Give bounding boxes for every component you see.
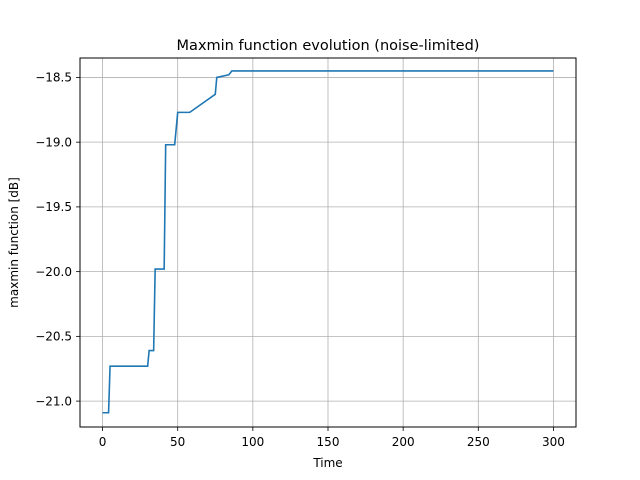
y-tick-label: −20.0 bbox=[35, 265, 72, 279]
x-tick-label: 50 bbox=[170, 435, 185, 449]
y-tick-label: −18.5 bbox=[35, 71, 72, 85]
x-tick-label: 150 bbox=[317, 435, 340, 449]
y-tick-label: −20.5 bbox=[35, 330, 72, 344]
x-tick-label: 300 bbox=[542, 435, 565, 449]
y-tick-label: −19.0 bbox=[35, 135, 72, 149]
y-tick-label: −19.5 bbox=[35, 200, 72, 214]
chart-title: Maxmin function evolution (noise-limited… bbox=[177, 38, 480, 54]
grid bbox=[80, 58, 576, 427]
series-layer bbox=[102, 70, 554, 414]
x-tick-label: 100 bbox=[241, 435, 264, 449]
x-axis-label: Time bbox=[312, 456, 342, 470]
y-tick-label: −21.0 bbox=[35, 394, 72, 408]
y-axis-label: maxmin function [dB] bbox=[7, 177, 21, 308]
series-line bbox=[102, 70, 554, 414]
x-tick-label: 200 bbox=[392, 435, 415, 449]
ticks: 0 50 100 150 200 250 300 −21.0 −20.5 −20.0 −19.5 −1… bbox=[35, 71, 565, 449]
x-tick-label: 0 bbox=[99, 435, 107, 449]
x-tick-label: 250 bbox=[467, 435, 490, 449]
